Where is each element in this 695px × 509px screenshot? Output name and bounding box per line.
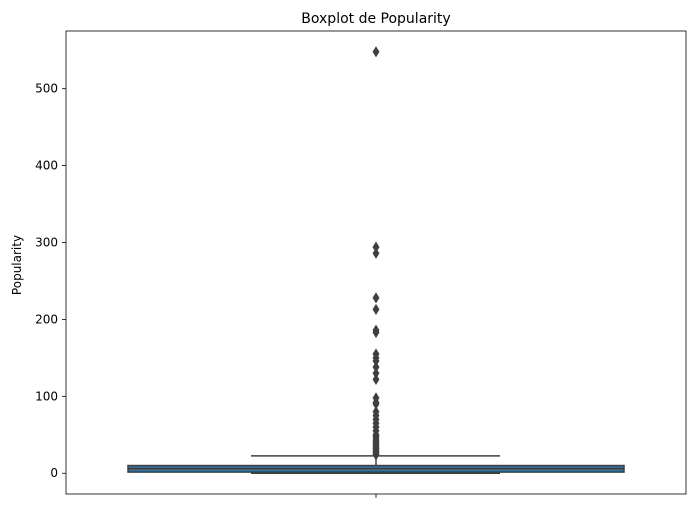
outlier-point-32 (372, 247, 380, 259)
outlier-point-31 (372, 292, 380, 304)
outlier-point-24 (372, 361, 380, 373)
outlier-point-30 (372, 303, 380, 316)
outlier-point-18 (372, 406, 380, 418)
outlier-point-34 (372, 46, 380, 58)
y-axis-label: Popularity (10, 235, 24, 295)
y-tick-label-100: 100 (35, 389, 58, 403)
outlier-point-33 (372, 241, 380, 253)
y-tick-label-300: 300 (35, 236, 58, 250)
y-tick-label-0: 0 (50, 466, 58, 480)
chart-title: Boxplot de Popularity (301, 11, 450, 27)
outlier-point-21 (372, 392, 380, 404)
outlier-point-23 (372, 367, 380, 379)
y-axis: 0 100 200 300 400 500 (35, 82, 66, 480)
outlier-point-22 (372, 373, 380, 386)
y-tick-label-500: 500 (35, 82, 58, 96)
outlier-point-27 (372, 348, 380, 360)
y-tick-label-400: 400 (35, 159, 58, 173)
y-tick-label-200: 200 (35, 312, 58, 326)
outlier-point-29 (372, 324, 380, 336)
plot-area (127, 46, 625, 474)
axes-frame (65, 30, 687, 495)
